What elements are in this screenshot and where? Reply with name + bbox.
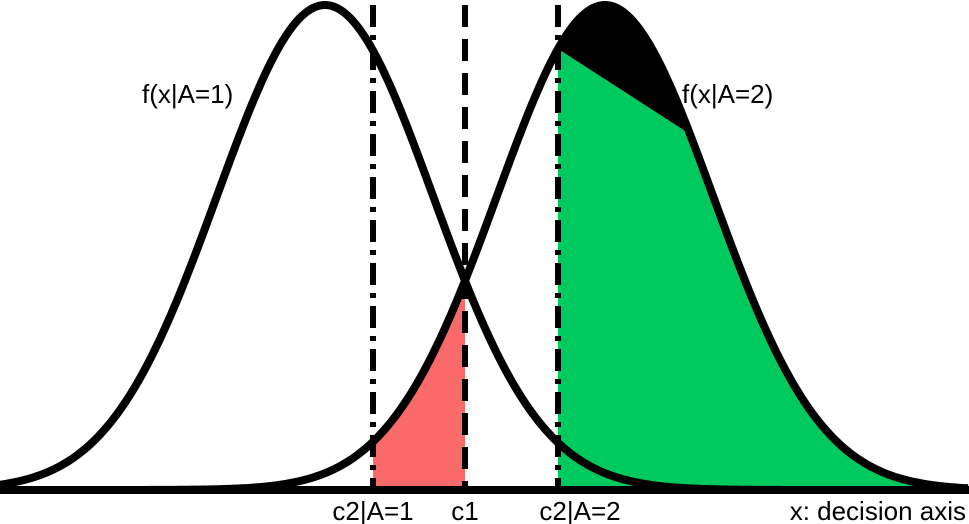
right-curve-label: f(x|A=2) [682, 79, 773, 109]
left-curve-label: f(x|A=1) [142, 79, 233, 109]
black-shaded-region [558, 5, 690, 135]
c1-label: c1 [451, 496, 478, 524]
green-shaded-region [558, 48, 950, 490]
x-axis-label: x: decision axis [790, 496, 966, 524]
c2-a1-label: c2|A=1 [332, 496, 413, 524]
right-distribution-curve [0, 1, 969, 494]
c2-a2-label: c2|A=2 [539, 496, 620, 524]
left-distribution-curve [0, 1, 969, 494]
